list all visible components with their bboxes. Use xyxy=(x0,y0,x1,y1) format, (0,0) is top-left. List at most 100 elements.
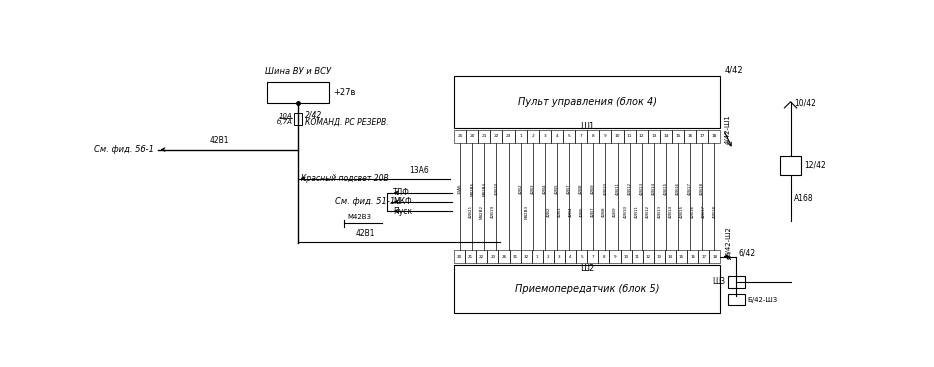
Text: 10: 10 xyxy=(615,134,620,138)
Text: 8: 8 xyxy=(602,255,605,259)
Text: ТЛФ: ТЛФ xyxy=(393,188,410,197)
Text: 16: 16 xyxy=(687,134,693,138)
Text: 42В13: 42В13 xyxy=(658,206,661,218)
Text: 15: 15 xyxy=(675,134,681,138)
Bar xyxy=(478,130,490,143)
Bar xyxy=(515,130,527,143)
Text: 42В12: 42В12 xyxy=(646,206,650,218)
Text: 42В17: 42В17 xyxy=(688,182,692,195)
Text: 21: 21 xyxy=(468,255,474,259)
Bar xyxy=(454,250,465,264)
Text: 26: 26 xyxy=(502,255,506,259)
Text: М42В4: М42В4 xyxy=(482,182,487,196)
Text: 32: 32 xyxy=(524,255,529,259)
Bar xyxy=(643,250,654,264)
Text: 42В14: 42В14 xyxy=(669,206,672,218)
Text: 11: 11 xyxy=(627,134,632,138)
Text: Ш1: Ш1 xyxy=(580,122,594,131)
Text: М42В5: М42В5 xyxy=(470,182,474,196)
Text: Б/42-Ш3: Б/42-Ш3 xyxy=(747,297,778,303)
Text: 42В17: 42В17 xyxy=(701,206,706,218)
Text: М42В3: М42В3 xyxy=(347,214,372,219)
Bar xyxy=(709,250,720,264)
Bar xyxy=(696,130,708,143)
Text: 42В1: 42В1 xyxy=(356,229,375,238)
Text: 1: 1 xyxy=(536,255,539,259)
Text: А168: А168 xyxy=(794,193,814,203)
Bar xyxy=(488,250,499,264)
Text: Приемопередатчик (блок 5): Приемопередатчик (блок 5) xyxy=(515,284,659,294)
Text: 42В7: 42В7 xyxy=(567,184,571,194)
Bar xyxy=(565,250,576,264)
Text: 9: 9 xyxy=(604,134,607,138)
Bar xyxy=(465,250,476,264)
Text: 42В13: 42В13 xyxy=(640,182,644,195)
Text: 10А: 10А xyxy=(278,113,292,119)
Text: 13А6: 13А6 xyxy=(458,184,462,194)
Text: 5: 5 xyxy=(580,255,583,259)
Text: 17: 17 xyxy=(701,255,706,259)
Text: 12: 12 xyxy=(645,255,651,259)
Text: 17: 17 xyxy=(700,134,705,138)
Bar xyxy=(575,130,587,143)
Text: 18: 18 xyxy=(713,255,717,259)
Text: 42В5: 42В5 xyxy=(580,207,584,217)
Text: 42В2: 42В2 xyxy=(518,184,523,194)
Text: 4: 4 xyxy=(570,255,572,259)
Bar xyxy=(729,294,745,305)
Bar xyxy=(454,265,720,313)
Bar xyxy=(520,250,531,264)
Text: 6/42-Ш2: 6/42-Ш2 xyxy=(725,226,731,256)
Bar xyxy=(780,156,801,175)
Bar xyxy=(454,76,720,128)
Text: б,7А: б,7А xyxy=(276,119,292,125)
Text: 23: 23 xyxy=(490,255,496,259)
Bar xyxy=(612,130,624,143)
Text: 2/42: 2/42 xyxy=(304,110,322,119)
Bar xyxy=(587,250,599,264)
Text: 23: 23 xyxy=(506,134,511,138)
Text: 7: 7 xyxy=(591,255,594,259)
Text: 4/42: 4/42 xyxy=(725,65,743,74)
Bar xyxy=(576,250,587,264)
Text: 21: 21 xyxy=(482,134,487,138)
Text: 42В9: 42В9 xyxy=(591,184,595,194)
Bar xyxy=(531,250,543,264)
Text: 10/42: 10/42 xyxy=(795,99,816,108)
Text: 3: 3 xyxy=(559,255,560,259)
Bar xyxy=(620,250,631,264)
Bar xyxy=(294,113,302,125)
Text: 42В16: 42В16 xyxy=(691,206,695,218)
Text: 42В12: 42В12 xyxy=(628,182,631,195)
Text: 42В21: 42В21 xyxy=(469,206,473,218)
Bar xyxy=(599,250,610,264)
Bar xyxy=(554,250,565,264)
Bar xyxy=(587,130,600,143)
Text: 42В2: 42В2 xyxy=(546,207,550,217)
Bar xyxy=(539,130,551,143)
Bar xyxy=(563,130,575,143)
Text: КОМАНД. РС РЕЗЕРВ.: КОМАНД. РС РЕЗЕРВ. xyxy=(304,118,389,127)
Text: 8: 8 xyxy=(592,134,595,138)
Bar xyxy=(665,250,676,264)
Text: 42В4: 42В4 xyxy=(569,207,573,217)
Bar xyxy=(687,250,699,264)
Text: 42В3: 42В3 xyxy=(558,207,561,217)
Text: 42В10: 42В10 xyxy=(603,182,607,195)
Text: 42В3: 42В3 xyxy=(531,184,535,194)
Bar xyxy=(510,250,520,264)
Bar xyxy=(699,250,709,264)
Bar xyxy=(466,130,478,143)
Bar xyxy=(610,250,620,264)
Text: 42В7: 42В7 xyxy=(591,207,595,217)
Text: 16: 16 xyxy=(690,255,695,259)
Text: Шина ВУ и ВСУ: Шина ВУ и ВСУ xyxy=(264,68,331,76)
Text: 1: 1 xyxy=(519,134,522,138)
Text: 20: 20 xyxy=(470,134,475,138)
Text: См. фид. 51-1: См. фид. 51-1 xyxy=(334,197,395,206)
Bar xyxy=(543,250,554,264)
Bar xyxy=(624,130,636,143)
Text: Пуск: Пуск xyxy=(393,207,412,216)
Bar xyxy=(267,82,329,103)
Bar xyxy=(648,130,660,143)
